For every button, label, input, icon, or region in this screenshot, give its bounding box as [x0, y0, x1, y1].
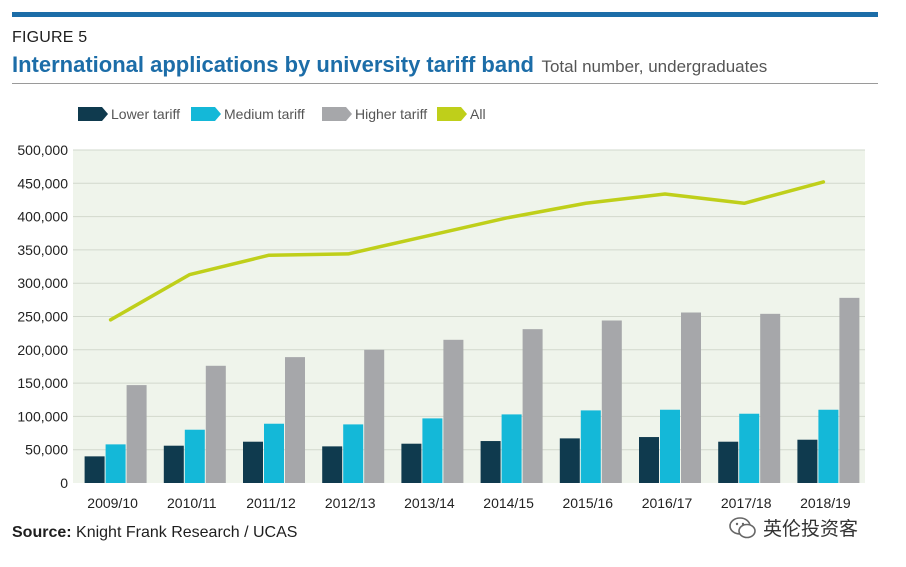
bar-lower-tariff [797, 439, 818, 483]
bar-higher-tariff [681, 312, 701, 483]
y-tick-label: 150,000 [17, 375, 68, 391]
y-tick-label: 350,000 [17, 242, 68, 258]
legend-swatch [322, 107, 352, 121]
figure-label: FIGURE 5 [12, 29, 88, 46]
bars [84, 297, 860, 483]
wechat-icon [729, 516, 756, 538]
legend-item: Higher tariff [322, 106, 427, 122]
bar-medium-tariff [818, 409, 839, 483]
x-tick-label: 2009/10 [87, 495, 138, 511]
bar-higher-tariff [126, 385, 147, 483]
y-tick-label: 300,000 [17, 275, 68, 291]
bar-lower-tariff [163, 445, 184, 483]
chart-title: International applications by university… [12, 52, 534, 77]
y-tick-label: 0 [60, 475, 68, 491]
bar-lower-tariff [84, 456, 105, 483]
watermark-text: 英伦投资客 [763, 519, 859, 540]
x-tick-label: 2015/16 [562, 495, 613, 511]
bar-medium-tariff [501, 414, 522, 483]
legend-item: Lower tariff [78, 106, 180, 122]
top-rule [12, 12, 878, 17]
bar-medium-tariff [105, 444, 126, 483]
legend: Lower tariff Medium tariff Higher tariff Al… [78, 106, 486, 122]
bar-higher-tariff [205, 365, 226, 483]
bar-higher-tariff [443, 339, 464, 483]
bar-higher-tariff [760, 313, 781, 483]
x-axis: 2009/10 2010/11 2011/12 2012/13 2013/14 2014/… [87, 495, 851, 511]
bar-higher-tariff [364, 349, 385, 483]
legend-swatch [78, 107, 108, 121]
bar-higher-tariff [601, 320, 622, 483]
bar-medium-tariff [184, 429, 205, 483]
bar-lower-tariff [401, 443, 422, 483]
legend-swatch [437, 107, 467, 121]
source-note: Source: Knight Frank Research / UCAS [12, 524, 297, 542]
line-all [108, 180, 826, 322]
title-row: International applications by university… [12, 52, 767, 78]
legend-label: Higher tariff [355, 106, 427, 122]
bar-medium-tariff [422, 418, 443, 483]
y-tick-label: 400,000 [17, 209, 68, 225]
x-tick-label: 2016/17 [642, 495, 693, 511]
x-tick-label: 2018/19 [800, 495, 851, 511]
legend-item: Medium tariff [191, 106, 305, 122]
line-series [108, 180, 826, 322]
y-tick-label: 250,000 [17, 309, 68, 325]
source-label: Source: [12, 524, 72, 541]
legend-label: Lower tariff [111, 106, 180, 122]
x-tick-label: 2011/12 [246, 495, 296, 511]
source-text: Knight Frank Research / UCAS [76, 524, 298, 541]
x-tick-label: 2017/18 [721, 495, 772, 511]
bar-lower-tariff [243, 441, 263, 483]
bar-lower-tariff [639, 437, 659, 483]
bar-lower-tariff [480, 441, 501, 483]
bar-lower-tariff [322, 446, 343, 483]
chart: Lower tariff Medium tariff Higher tariff Al… [17, 106, 865, 511]
bar-higher-tariff [285, 357, 305, 483]
bar-medium-tariff [739, 413, 760, 483]
y-axis: 0 50,000 100,000 150,000 200,000 250,000 300,0… [17, 142, 68, 491]
title-rule [12, 83, 878, 84]
watermark: 英伦投资客 [728, 514, 858, 541]
bar-medium-tariff [660, 409, 680, 483]
legend-label: Medium tariff [224, 106, 305, 122]
bar-lower-tariff [559, 438, 580, 483]
bar-higher-tariff [839, 297, 860, 483]
legend-swatch [191, 107, 221, 121]
x-tick-label: 2014/15 [483, 495, 534, 511]
bar-medium-tariff [343, 424, 364, 483]
y-tick-label: 200,000 [17, 342, 68, 358]
y-tick-label: 500,000 [17, 142, 68, 158]
y-tick-label: 50,000 [25, 442, 68, 458]
chart-subtitle: Total number, undergraduates [541, 57, 768, 76]
gridlines [73, 149, 865, 451]
x-tick-label: 2012/13 [325, 495, 376, 511]
bar-medium-tariff [580, 410, 601, 483]
bar-higher-tariff [522, 329, 543, 483]
bar-lower-tariff [718, 441, 739, 483]
legend-item: All [437, 106, 486, 122]
x-tick-label: 2010/11 [167, 495, 217, 511]
y-tick-label: 450,000 [17, 175, 68, 191]
y-tick-label: 100,000 [17, 408, 68, 424]
legend-label: All [470, 106, 486, 122]
x-tick-label: 2013/14 [404, 495, 455, 511]
bar-medium-tariff [264, 423, 284, 483]
